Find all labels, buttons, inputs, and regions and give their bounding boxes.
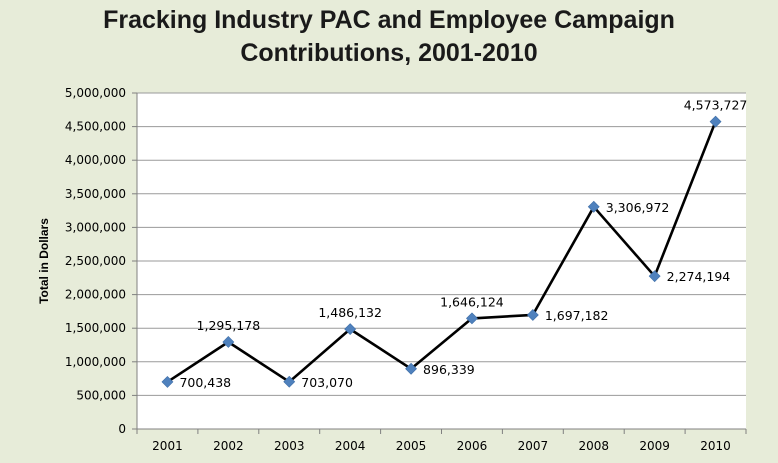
chart-title-line1: Fracking Industry PAC and Employee Campa… — [103, 6, 675, 34]
data-point — [405, 362, 417, 375]
chart-title-line2: Contributions, 2001-2010 — [240, 39, 538, 67]
y-axis-label: Total in Dollars — [37, 218, 51, 304]
chart-title: Fracking Industry PAC and Employee Campa… — [0, 4, 778, 70]
x-tick-labels: 2001 2002 2003 2004 2005 2006 2007 2008 2009 2010 — [152, 439, 731, 453]
y-tick-labels: 0 500,000 1,000,000 1,500,000 2,000,000 2,500… — [65, 86, 126, 436]
data-label: 2,274,194 — [667, 269, 731, 284]
data-point — [466, 312, 478, 325]
x-tick-label: 2005 — [396, 439, 427, 453]
x-tick-label: 2003 — [274, 439, 305, 453]
y-tick-label: 3,500,000 — [65, 187, 126, 201]
x-tick-label: 2001 — [152, 439, 183, 453]
y-tick-label: 3,000,000 — [65, 220, 126, 234]
y-tick-label: 0 — [118, 422, 126, 436]
data-point — [648, 270, 661, 283]
data-label: 3,306,972 — [606, 200, 670, 215]
data-point — [161, 376, 174, 388]
x-tick-label: 2008 — [578, 439, 609, 453]
data-label: 1,486,132 — [318, 305, 382, 320]
y-tick-label: 4,500,000 — [65, 120, 126, 134]
data-label: 1,295,178 — [197, 318, 261, 333]
y-tick-label: 4,000,000 — [65, 153, 126, 167]
y-tick-label: 1,500,000 — [65, 321, 126, 335]
y-tick-label: 5,000,000 — [65, 86, 126, 100]
x-tick-label: 2006 — [457, 439, 488, 453]
x-tick-label: 2010 — [700, 439, 731, 453]
data-label: 4,573,727 — [684, 98, 748, 113]
x-tick-label: 2002 — [213, 439, 244, 453]
data-point — [283, 375, 296, 388]
y-tick-label: 2,500,000 — [65, 254, 126, 268]
data-labels: 700,438 1,295,178 703,070 1,486,132 896,339 1… — [179, 98, 747, 390]
data-label: 896,339 — [423, 362, 475, 377]
y-tick-label: 2,000,000 — [65, 288, 126, 302]
data-point — [222, 336, 235, 348]
data-point — [587, 200, 600, 213]
data-point — [709, 115, 722, 128]
data-label: 700,438 — [179, 375, 231, 390]
data-label: 1,697,182 — [545, 308, 609, 323]
axes — [136, 93, 747, 434]
series-group — [161, 115, 722, 388]
gridlines — [132, 92, 746, 430]
x-tick-label: 2004 — [335, 439, 366, 453]
x-tick-label: 2009 — [639, 439, 670, 453]
y-tick-label: 1,000,000 — [65, 355, 126, 369]
x-tick-label: 2007 — [518, 439, 549, 453]
data-point — [526, 309, 539, 321]
data-point — [344, 323, 357, 336]
data-label: 703,070 — [301, 375, 353, 390]
data-label: 1,646,124 — [440, 294, 504, 309]
y-tick-label: 500,000 — [76, 388, 126, 402]
series-line — [166, 121, 717, 384]
